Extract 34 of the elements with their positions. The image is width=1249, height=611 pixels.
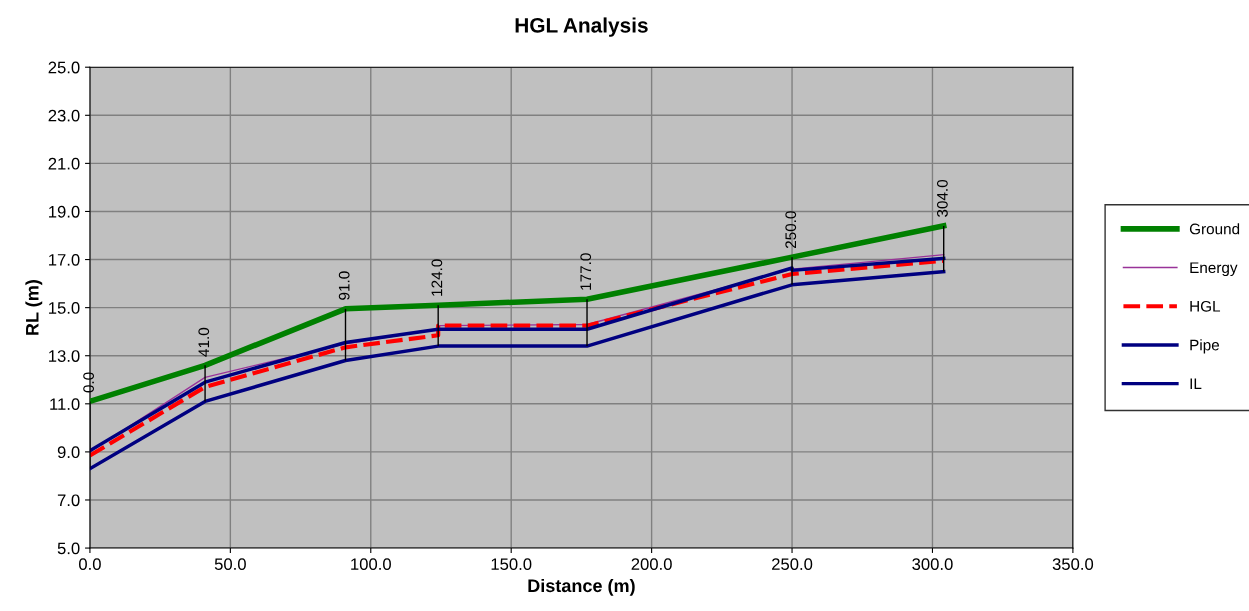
- x-tick-label: 300.0: [912, 558, 953, 571]
- x-tick-label: 350.0: [1052, 558, 1094, 571]
- x-axis-title: Distance (m): [528, 578, 635, 596]
- x-tick-label: 0.0: [79, 558, 101, 571]
- annotation: 0.0: [83, 372, 95, 393]
- y-tick-label: 9.0: [57, 446, 80, 459]
- annotation: 91.0: [338, 271, 350, 300]
- y-tick-label: 17.0: [49, 253, 80, 266]
- x-tick-label: 150.0: [491, 558, 532, 571]
- y-axis-title: RL (m): [25, 280, 43, 335]
- x-tick-label: 250.0: [772, 558, 813, 571]
- y-tick-label: 19.0: [49, 205, 80, 218]
- y-tick-label: 5.0: [57, 542, 80, 555]
- y-tick-label: 7.0: [57, 494, 80, 507]
- x-tick-label: 200.0: [631, 558, 672, 571]
- legend-label: HGL: [1190, 300, 1221, 312]
- annotation: 41.0: [198, 327, 210, 357]
- legend-label: Pipe: [1190, 339, 1220, 354]
- y-tick-label: 25.0: [48, 61, 80, 74]
- y-tick-label: 21.0: [48, 157, 80, 170]
- legend-label: IL: [1190, 378, 1202, 389]
- y-tick-label: 15.0: [49, 302, 80, 314]
- x-tick-label: 100.0: [351, 558, 391, 571]
- annotation: 250.0: [785, 211, 797, 249]
- x-tick-label: 50.0: [214, 558, 246, 571]
- y-tick-label: 11.0: [50, 398, 80, 411]
- annotation: 124.0: [431, 259, 443, 296]
- annotation: 304.0: [936, 179, 948, 217]
- y-tick-label: 13.0: [49, 350, 80, 362]
- annotation: 177.0: [580, 253, 592, 290]
- legend-label: Energy: [1190, 262, 1238, 277]
- y-tick-label: 23.0: [48, 109, 80, 122]
- legend-label: Ground: [1189, 223, 1240, 235]
- chart-title: HGL Analysis: [515, 17, 648, 37]
